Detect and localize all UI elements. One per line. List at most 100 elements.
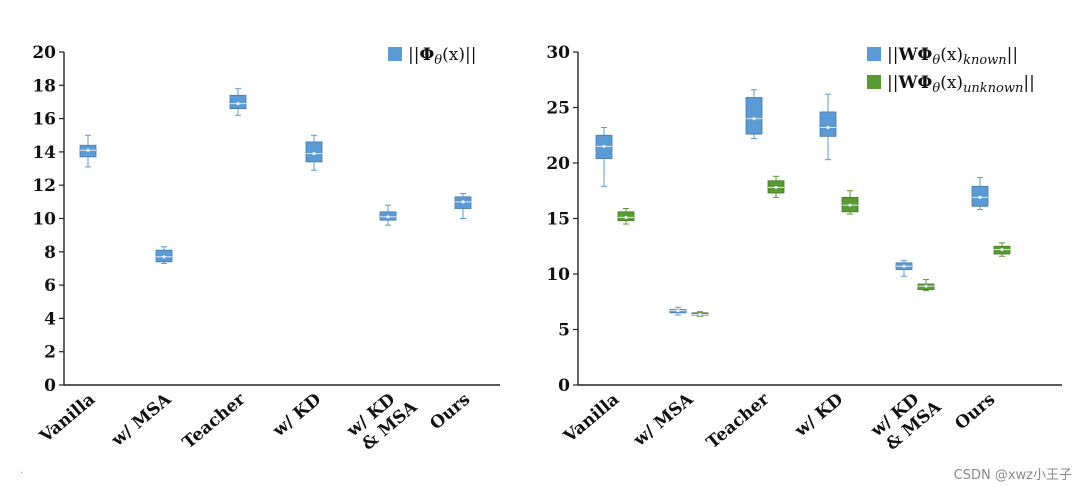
legend-entry: ||WΦθ(x)known||	[867, 45, 1018, 68]
box-||WΦθ(x)unknown||-Ours	[993, 242, 1011, 257]
box-mean-marker	[461, 200, 465, 204]
y-tick-label: 0	[44, 376, 56, 396]
box-||WΦθ(x)unknown||-w/ KD	[841, 190, 859, 215]
x-tick-label-line: w/ MSA	[107, 389, 176, 451]
legend-part: Φ	[419, 45, 434, 65]
box-mean-marker	[826, 125, 830, 130]
y-tick-label: 25	[546, 99, 570, 119]
box-mean-marker	[162, 255, 166, 259]
box-body	[745, 97, 763, 135]
x-tick-label: w/ MSA	[107, 389, 176, 451]
x-tick-label-line: Vanilla	[35, 390, 99, 448]
box-||Φθ(x)||-Teacher	[229, 88, 247, 116]
x-tick-label-line: w/ KD	[790, 389, 847, 441]
box-mean-marker	[902, 264, 906, 268]
legend-part: ||	[1007, 45, 1018, 65]
box-mean-marker	[752, 117, 756, 121]
legend-part: WΦ	[897, 73, 932, 93]
box-||Φθ(x)||-w/ KD & MSA	[379, 204, 397, 226]
x-tick-label-line: w/ MSA	[629, 389, 698, 451]
box-body	[819, 111, 837, 137]
legend-entry: ||Φθ(x)||	[388, 45, 476, 68]
x-tick-label-line: Vanilla	[559, 390, 623, 448]
box-||WΦθ(x)known||-w/ KD & MSA	[895, 260, 913, 277]
x-tick-label-line: Ours	[426, 390, 474, 435]
y-tick-label: 18	[32, 76, 56, 96]
chart-2: 0 5 10 15 20 25 30 Vanilla w/ MSA Teacher w/ KD w/ …	[546, 43, 1062, 455]
chart-1: 0 2 4 6 8 10 12 14 16 18 20 Vanilla w/ MSA Teacher w/ …	[32, 43, 500, 455]
x-tick-label-line: w/ KD	[268, 389, 325, 441]
y-tick-label: 4	[44, 309, 56, 329]
x-tick-label: w/ KD	[790, 389, 847, 441]
y-tick-label: 20	[32, 43, 56, 63]
y-tick-label: 15	[546, 210, 570, 230]
box-body	[305, 141, 323, 163]
box-||WΦθ(x)unknown||-w/ MSA	[691, 311, 709, 317]
y-tick-label: 20	[546, 154, 570, 174]
legend-part: known	[963, 53, 1007, 68]
legend-part: θ	[932, 81, 940, 96]
x-tick-label-line: Teacher	[179, 389, 250, 453]
box-||WΦθ(x)unknown||-w/ KD & MSA	[917, 279, 935, 292]
legend-swatch	[867, 75, 881, 89]
box-mean-marker	[1000, 247, 1004, 252]
box-mean-marker	[624, 215, 628, 219]
x-tick-label: Ours	[951, 390, 999, 435]
x-tick-label: w/ KD& MSA	[342, 389, 421, 454]
box-mean-marker	[236, 102, 240, 106]
legend-swatch	[867, 47, 881, 61]
corner-mark: ·	[20, 468, 24, 479]
y-tick-label: 5	[558, 321, 570, 341]
x-tick-label: Vanilla	[559, 390, 623, 448]
x-tick-label: w/ KD& MSA	[866, 389, 945, 454]
y-tick-label: 14	[32, 143, 56, 163]
y-tick-label: 6	[44, 276, 56, 296]
box-mean-marker	[924, 284, 928, 288]
y-tick-label: 2	[44, 343, 56, 363]
x-tick-label: w/ KD	[268, 389, 325, 441]
legend-part: (x)||	[442, 45, 476, 65]
box-||WΦθ(x)known||-Vanilla	[595, 126, 613, 187]
x-tick-label: w/ MSA	[629, 389, 698, 451]
legend-part: ||	[887, 73, 898, 93]
box-body	[229, 94, 247, 110]
x-tick-label: Teacher	[179, 389, 250, 453]
box-||WΦθ(x)unknown||-Teacher	[767, 175, 785, 198]
legend-label: ||WΦθ(x)unknown||	[887, 73, 1035, 96]
box-||Φθ(x)||-w/ MSA	[155, 246, 173, 264]
box-||Φθ(x)||-Vanilla	[79, 134, 97, 168]
y-tick-label: 10	[546, 265, 570, 285]
legend-part: unknown	[963, 81, 1023, 96]
legend-part: WΦ	[897, 45, 932, 65]
x-tick-label-line: Teacher	[703, 389, 774, 453]
legend-label: ||WΦθ(x)known||	[887, 45, 1018, 68]
legend-part: ||	[408, 45, 419, 65]
legend-part: θ	[932, 53, 940, 68]
y-tick-label: 30	[546, 43, 570, 63]
box-mean-marker	[676, 309, 680, 313]
y-tick-label: 16	[32, 110, 56, 130]
box-mean-marker	[312, 151, 316, 156]
y-tick-label: 12	[32, 176, 56, 196]
legend-part: ||	[887, 45, 898, 65]
box-mean-marker	[698, 312, 702, 317]
y-tick-label: 10	[32, 210, 56, 230]
box-mean-marker	[386, 215, 390, 219]
legend-part: θ	[434, 53, 442, 68]
legend-part: ||	[1023, 73, 1034, 93]
x-tick-label-line: Ours	[951, 390, 999, 435]
box-||Φθ(x)||-Ours	[454, 193, 472, 219]
x-tick-label: Ours	[426, 390, 474, 435]
box-||WΦθ(x)unknown||-Vanilla	[617, 208, 635, 225]
y-tick-label: 0	[558, 376, 570, 396]
box-||WΦθ(x)known||-w/ MSA	[669, 306, 687, 316]
box-||WΦθ(x)known||-Teacher	[745, 89, 763, 140]
y-tick-label: 8	[44, 243, 56, 263]
legend-part: (x)	[940, 73, 963, 93]
box-||Φθ(x)||-w/ KD	[305, 134, 323, 171]
box-||WΦθ(x)known||-w/ KD	[819, 93, 837, 161]
box-mean-marker	[848, 203, 852, 207]
box-mean-marker	[978, 195, 982, 200]
legend-part: (x)	[940, 45, 963, 65]
